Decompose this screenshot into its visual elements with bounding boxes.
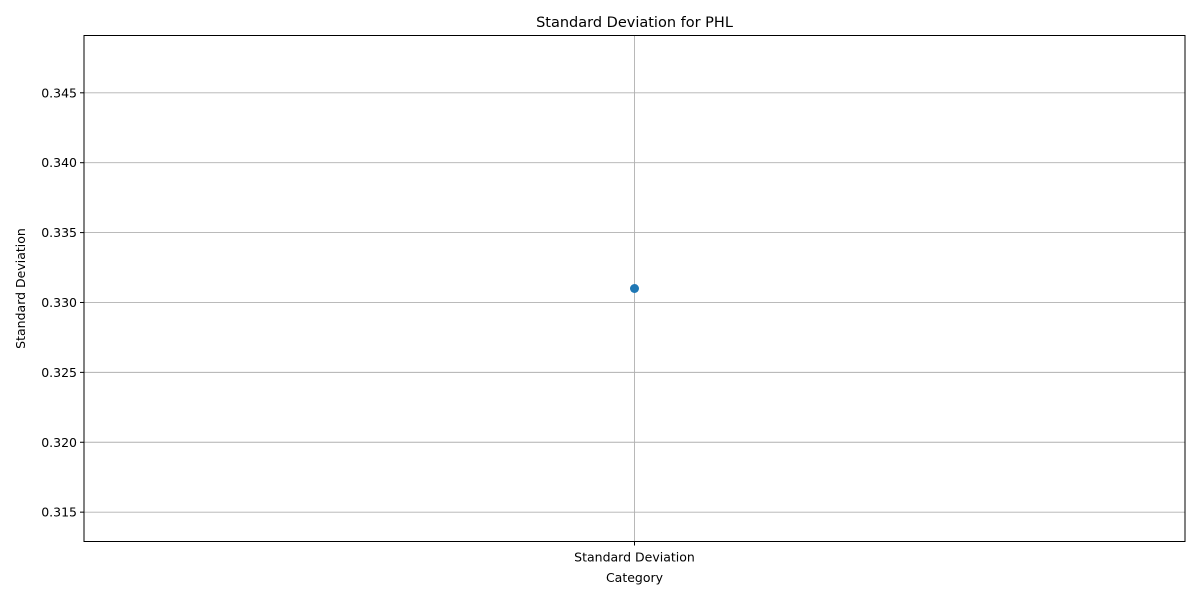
y-axis-label: Standard Deviation [13,228,28,349]
y-tick-label: 0.325 [41,365,77,380]
ticks-layer: 0.315 0.320 0.325 0.330 0.335 0.340 0.345 Stand… [41,85,695,564]
chart-title: Standard Deviation for PHL [536,15,733,31]
y-tick-label: 0.335 [41,225,77,240]
marks-layer [630,284,639,293]
grid-layer [84,35,1185,542]
y-tick-label: 0.320 [41,435,77,450]
y-tick-label: 0.315 [41,505,77,520]
plot-frame [83,35,1186,542]
x-axis-label: Category [606,570,664,585]
y-tick-label: 0.340 [41,155,77,170]
data-point [630,284,639,293]
y-tick-label: 0.330 [41,295,77,310]
x-tick-label: Standard Deviation [574,550,695,565]
y-tick-label: 0.345 [41,85,77,100]
